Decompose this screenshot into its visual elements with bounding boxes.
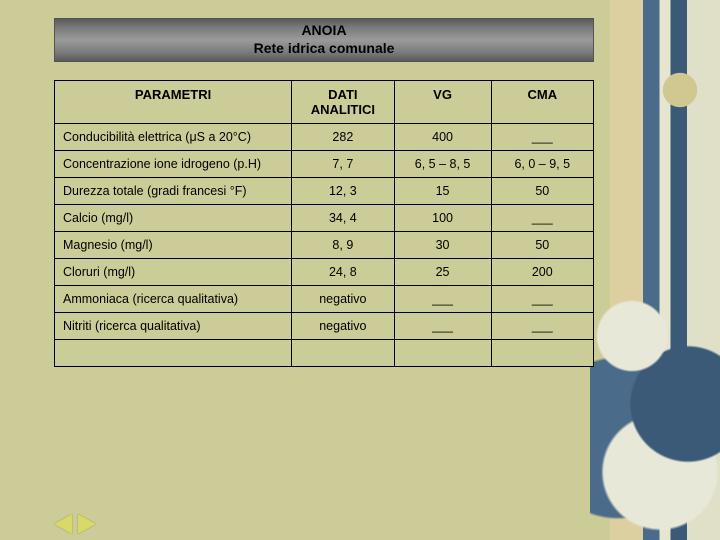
table-body: Conducibilità elettrica (μS a 20°C) 282 … [55,124,594,367]
cell-cma: 200 [491,259,593,286]
cell-param: Concentrazione ione idrogeno (p.H) [55,151,292,178]
table-row: Ammoniaca (ricerca qualitativa) negativo… [55,286,594,313]
cell-cma: ___ [491,124,593,151]
cell-param: Nitriti (ricerca qualitativa) [55,313,292,340]
water-parameters-table: PARAMETRI DATI ANALITICI VG CMA Conducib… [54,80,594,367]
cell-cma: ___ [491,286,593,313]
table-row: Nitriti (ricerca qualitativa) negativo _… [55,313,594,340]
table-row-empty [55,340,594,367]
cell-empty [491,340,593,367]
col-header-cma: CMA [491,81,593,124]
next-arrow-icon[interactable] [78,514,96,534]
cell-cma: 50 [491,178,593,205]
table-row: Calcio (mg/l) 34, 4 100 ___ [55,205,594,232]
cell-param: Calcio (mg/l) [55,205,292,232]
table-header-row: PARAMETRI DATI ANALITICI VG CMA [55,81,594,124]
cell-vg: 6, 5 – 8, 5 [394,151,491,178]
cell-empty [55,340,292,367]
cell-param: Cloruri (mg/l) [55,259,292,286]
col-header-parametri: PARAMETRI [55,81,292,124]
cell-cma: ___ [491,313,593,340]
title-banner: ANOIA Rete idrica comunale [54,18,594,62]
cell-dati: 282 [292,124,394,151]
cell-dati: 12, 3 [292,178,394,205]
cell-dati: 24, 8 [292,259,394,286]
cell-cma: 50 [491,232,593,259]
title-main: ANOIA [54,22,594,38]
cell-param: Magnesio (mg/l) [55,232,292,259]
cell-vg: ___ [394,286,491,313]
cell-param: Conducibilità elettrica (μS a 20°C) [55,124,292,151]
cell-dati: negativo [292,313,394,340]
cell-vg: 400 [394,124,491,151]
table-row: Concentrazione ione idrogeno (p.H) 7, 7 … [55,151,594,178]
nav-controls [54,514,96,534]
cell-vg: 30 [394,232,491,259]
cell-param: Durezza totale (gradi francesi °F) [55,178,292,205]
cell-cma: 6, 0 – 9, 5 [491,151,593,178]
table-row: Durezza totale (gradi francesi °F) 12, 3… [55,178,594,205]
prev-arrow-icon[interactable] [54,514,72,534]
cell-empty [394,340,491,367]
title-sub: Rete idrica comunale [54,40,594,56]
table-row: Conducibilità elettrica (μS a 20°C) 282 … [55,124,594,151]
cell-dati: negativo [292,286,394,313]
cell-vg: 15 [394,178,491,205]
col-header-dati: DATI ANALITICI [292,81,394,124]
cell-dati: 34, 4 [292,205,394,232]
cell-vg: 25 [394,259,491,286]
table-row: Cloruri (mg/l) 24, 8 25 200 [55,259,594,286]
cell-dati: 7, 7 [292,151,394,178]
cell-cma: ___ [491,205,593,232]
cell-vg: 100 [394,205,491,232]
cell-vg: ___ [394,313,491,340]
cell-empty [292,340,394,367]
col-header-vg: VG [394,81,491,124]
wave-illustration [610,0,720,540]
table-row: Magnesio (mg/l) 8, 9 30 50 [55,232,594,259]
cell-param: Ammoniaca (ricerca qualitativa) [55,286,292,313]
cell-dati: 8, 9 [292,232,394,259]
